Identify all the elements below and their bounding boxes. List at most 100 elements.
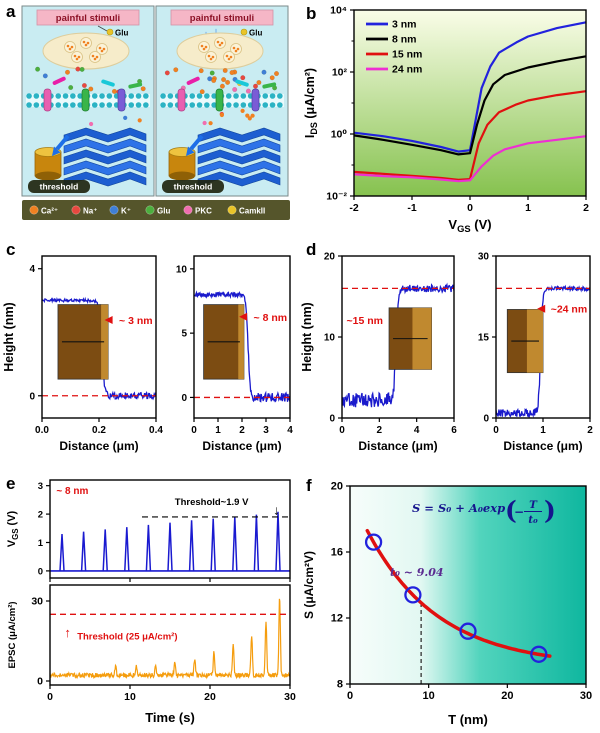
svg-text:Glu: Glu xyxy=(157,207,170,216)
svg-text:30: 30 xyxy=(580,690,592,702)
svg-text:0: 0 xyxy=(38,566,43,577)
svg-text:Glu: Glu xyxy=(249,29,262,38)
svg-text:2: 2 xyxy=(38,510,43,521)
svg-text:Distance (μm): Distance (μm) xyxy=(59,439,138,453)
svg-text:0.4: 0.4 xyxy=(149,425,163,436)
svg-text:6: 6 xyxy=(451,425,457,436)
svg-text:4: 4 xyxy=(414,425,420,436)
svg-text:-1: -1 xyxy=(407,202,416,214)
svg-text:~ 8 nm: ~ 8 nm xyxy=(254,312,288,324)
svg-text:painful stimuli: painful stimuli xyxy=(56,13,120,24)
svg-text:VGS (V): VGS (V) xyxy=(448,217,491,234)
svg-text:0.2: 0.2 xyxy=(92,425,106,436)
svg-text:0: 0 xyxy=(467,202,473,214)
svg-text:↑: ↑ xyxy=(64,625,71,640)
svg-text:10: 10 xyxy=(423,690,435,702)
svg-text:10⁴: 10⁴ xyxy=(330,5,347,17)
svg-text:Distance (μm): Distance (μm) xyxy=(503,439,582,453)
svg-text:~ 3 nm: ~ 3 nm xyxy=(119,315,153,327)
panel-label-d: d xyxy=(306,240,317,259)
svg-text:threshold: threshold xyxy=(40,182,79,192)
panel-label-a: a xyxy=(6,2,16,21)
svg-text:T: T xyxy=(529,499,538,511)
panel-b-transfer-curves-chart: -2 -1 0 1 2 10⁻² 10⁰ 10² 10⁴ 3 nm 8 nm 15 nm 24 nm VG… xyxy=(303,5,589,235)
svg-text:1: 1 xyxy=(215,425,221,436)
svg-text:10²: 10² xyxy=(332,67,348,79)
panel-label-b: b xyxy=(306,4,317,23)
svg-text:20: 20 xyxy=(331,481,343,493)
svg-text:Na⁺: Na⁺ xyxy=(83,207,97,216)
svg-text:0: 0 xyxy=(347,690,353,702)
svg-text:~15 nm: ~15 nm xyxy=(346,315,382,327)
panel-f-sensitivity-fit-chart: S = S₀ + A₀exp (− Tt₀) t₀ ~ 9.04 0 10 20 30 8 12 1… xyxy=(302,481,592,728)
svg-text:1: 1 xyxy=(525,202,531,214)
panel-label-c: c xyxy=(6,240,16,259)
panel-c-afm-height-profiles: ~ 3 nm 0.0 0.2 0.4 0 4 Distance (μm) ~ 8 nm 0 1 2 3… xyxy=(2,255,293,453)
svg-text:2: 2 xyxy=(239,425,245,436)
svg-text:8: 8 xyxy=(337,679,343,691)
svg-text:2: 2 xyxy=(377,425,383,436)
svg-text:20: 20 xyxy=(204,691,216,703)
svg-text:2: 2 xyxy=(583,202,589,214)
svg-text:16: 16 xyxy=(331,547,343,559)
svg-text:1: 1 xyxy=(540,425,546,436)
svg-text:VGS (V): VGS (V) xyxy=(6,510,20,547)
svg-text:0: 0 xyxy=(181,393,187,404)
svg-text:3: 3 xyxy=(263,425,269,436)
svg-text:T (nm): T (nm) xyxy=(448,712,488,727)
svg-text:): ) xyxy=(544,496,556,525)
svg-text:20: 20 xyxy=(324,252,336,263)
svg-text:↓: ↓ xyxy=(273,502,280,517)
svg-text:4: 4 xyxy=(29,264,35,275)
svg-text:0: 0 xyxy=(37,676,43,688)
svg-text:~ 8 nm: ~ 8 nm xyxy=(56,486,88,497)
svg-text:10: 10 xyxy=(324,333,336,344)
panel-label-e: e xyxy=(6,474,16,493)
svg-text:0: 0 xyxy=(29,391,35,402)
svg-text:painful stimuli: painful stimuli xyxy=(190,13,254,24)
svg-text:15 nm: 15 nm xyxy=(392,49,422,61)
svg-text:0: 0 xyxy=(329,414,335,425)
svg-text:4: 4 xyxy=(287,425,293,436)
svg-text:3: 3 xyxy=(38,481,43,492)
svg-text:IDS (μA/cm²): IDS (μA/cm²) xyxy=(303,68,319,138)
svg-text:12: 12 xyxy=(331,613,343,625)
svg-text:30: 30 xyxy=(478,252,490,263)
svg-text:30: 30 xyxy=(31,596,43,608)
svg-text:CamkII: CamkII xyxy=(239,207,265,216)
svg-text:Distance (μm): Distance (μm) xyxy=(358,439,437,453)
svg-text:0: 0 xyxy=(47,691,53,703)
svg-text:0: 0 xyxy=(191,425,197,436)
svg-text:24 nm: 24 nm xyxy=(392,64,422,76)
svg-text:10⁻²: 10⁻² xyxy=(326,191,347,203)
svg-text:Threshold (25 μA/cm²): Threshold (25 μA/cm²) xyxy=(77,632,177,643)
svg-text:Height (nm): Height (nm) xyxy=(300,302,314,371)
svg-text:0.0: 0.0 xyxy=(35,425,49,436)
svg-text:0: 0 xyxy=(483,414,489,425)
svg-text:5: 5 xyxy=(181,329,187,340)
svg-text:3 nm: 3 nm xyxy=(392,19,417,31)
svg-text:Height (nm): Height (nm) xyxy=(2,302,16,371)
svg-text:S (μA/cm²V): S (μA/cm²V) xyxy=(302,551,316,619)
panel-label-f: f xyxy=(306,476,312,495)
svg-text:0: 0 xyxy=(339,425,345,436)
svg-text:20: 20 xyxy=(501,690,513,702)
svg-text:t₀ ~ 9.04: t₀ ~ 9.04 xyxy=(390,566,444,579)
panel-a-synapse-schematic: painful stimuli Glu threshold painful stimu… xyxy=(21,5,290,220)
svg-text:t₀: t₀ xyxy=(528,514,538,526)
svg-text:Threshold~1.9 V: Threshold~1.9 V xyxy=(175,497,249,508)
svg-text:~24 nm: ~24 nm xyxy=(551,304,587,316)
svg-text:threshold: threshold xyxy=(174,182,213,192)
svg-text:EPSC (μA/cm²): EPSC (μA/cm²) xyxy=(7,601,18,668)
svg-text:10: 10 xyxy=(124,691,136,703)
svg-text:0: 0 xyxy=(493,425,499,436)
svg-text:1: 1 xyxy=(38,538,44,549)
svg-text:S = S₀ + A₀exp: S = S₀ + A₀exp xyxy=(412,501,505,515)
svg-text:↓: ↓ xyxy=(213,26,219,38)
svg-text:−: − xyxy=(514,505,524,519)
svg-text:8 nm: 8 nm xyxy=(392,34,417,46)
svg-text:(: ( xyxy=(505,496,517,525)
svg-text:Ca²⁺: Ca²⁺ xyxy=(41,207,58,216)
